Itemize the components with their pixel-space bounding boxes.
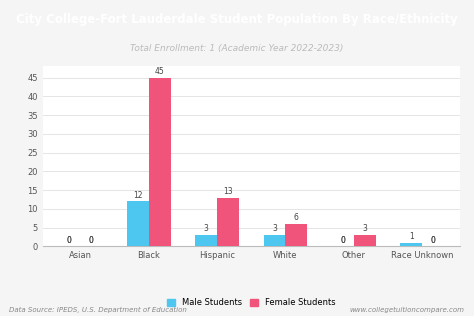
Text: 0: 0 (431, 236, 436, 245)
Bar (264, 235, 285, 246)
Text: 3: 3 (362, 224, 367, 233)
Text: www.collegetuitioncompare.com: www.collegetuitioncompare.com (349, 307, 465, 313)
Text: City College-Fort Lauderdale Student Population By Race/Ethnicity: City College-Fort Lauderdale Student Pop… (16, 13, 458, 26)
Text: Total Enrollment: 1 (Academic Year 2022-2023): Total Enrollment: 1 (Academic Year 2022-… (130, 44, 344, 52)
Bar (400, 243, 422, 246)
Text: 0: 0 (431, 236, 436, 245)
Text: 13: 13 (223, 187, 233, 196)
Text: 0: 0 (67, 236, 72, 245)
Text: 0: 0 (89, 236, 94, 245)
Text: 1: 1 (409, 232, 414, 241)
Bar (149, 78, 171, 246)
Text: 0: 0 (340, 236, 345, 245)
Text: 6: 6 (294, 213, 299, 222)
Bar (195, 235, 217, 246)
Bar (127, 202, 149, 246)
Text: 0: 0 (67, 236, 72, 245)
Text: 0: 0 (340, 236, 345, 245)
Text: 45: 45 (155, 67, 164, 76)
Text: 3: 3 (204, 224, 209, 233)
Text: Data Source: IPEDS, U.S. Department of Education: Data Source: IPEDS, U.S. Department of E… (9, 307, 187, 313)
Text: 0: 0 (89, 236, 94, 245)
Bar (285, 224, 307, 246)
Bar (217, 198, 239, 246)
Text: 12: 12 (133, 191, 143, 200)
Bar (354, 235, 376, 246)
Legend: Male Students, Female Students: Male Students, Female Students (164, 295, 339, 311)
Text: 3: 3 (272, 224, 277, 233)
